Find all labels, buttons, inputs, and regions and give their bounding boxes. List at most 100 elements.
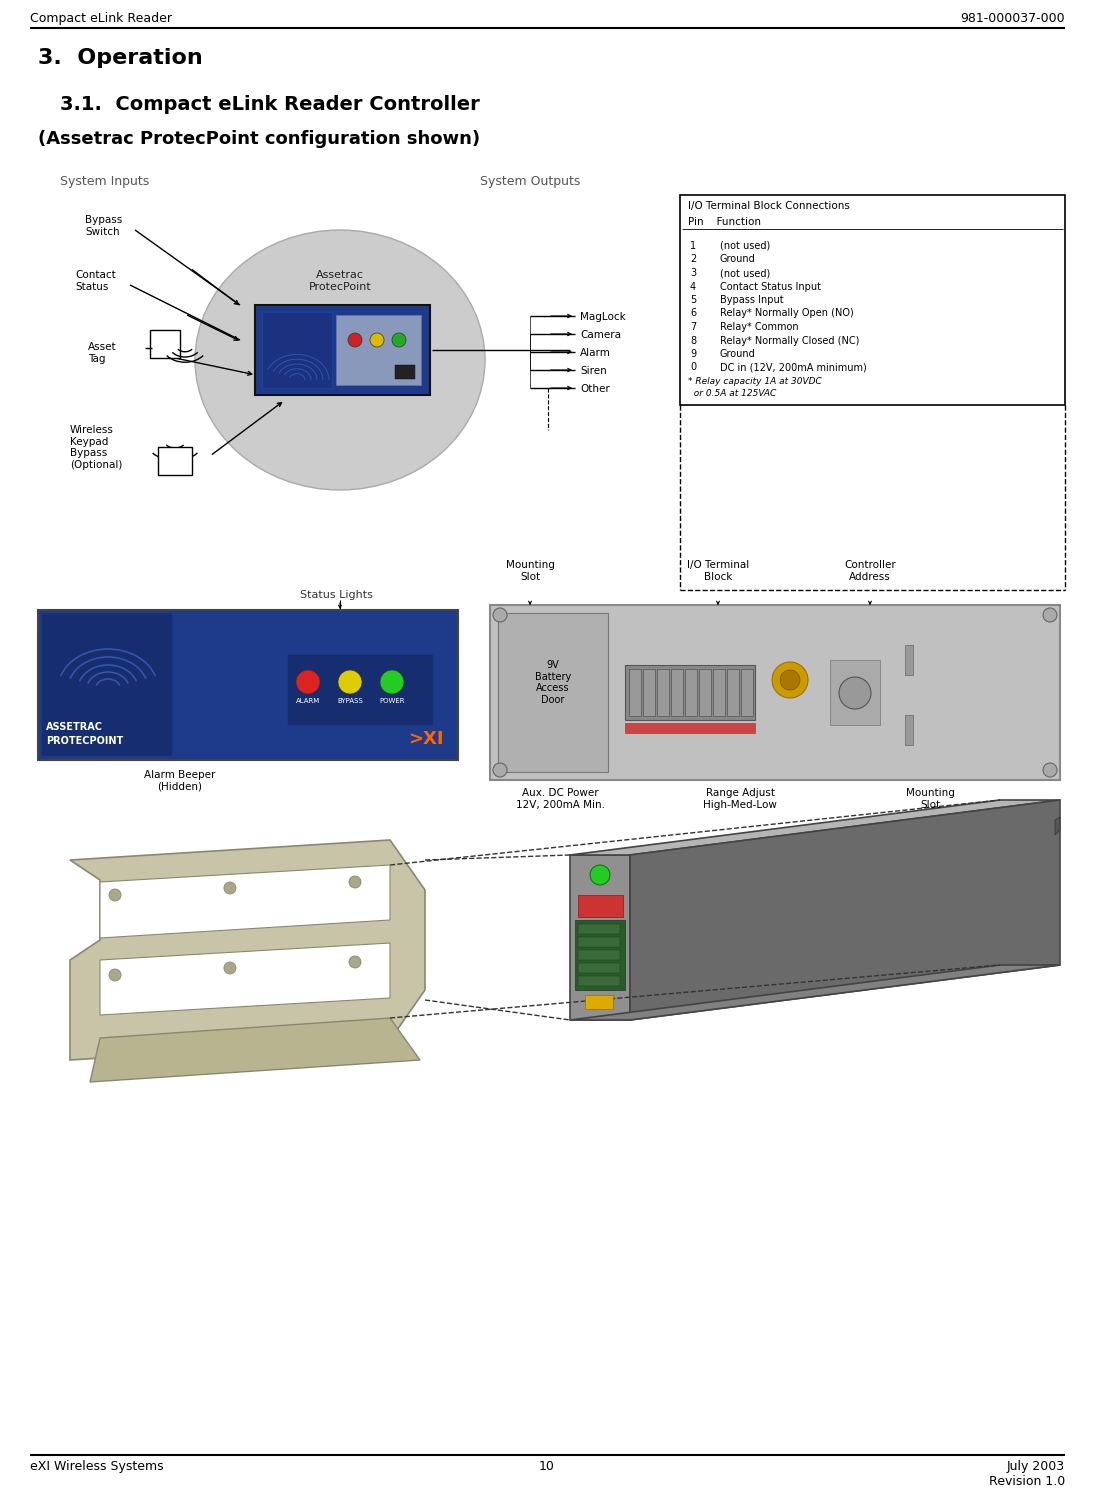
Text: 6: 6 [690,308,696,319]
Text: Relay* Normally Open (NO): Relay* Normally Open (NO) [721,308,854,319]
Text: Contact
Status: Contact Status [74,270,116,292]
Text: Status Lights: Status Lights [300,590,373,600]
Bar [830,660,880,726]
Circle shape [392,332,406,347]
Text: 2: 2 [690,255,696,265]
Bar [38,609,458,760]
Text: Controller
Address: Controller Address [844,560,896,583]
Text: 7: 7 [690,322,696,332]
Circle shape [839,676,871,709]
Bar [643,669,655,717]
Text: (not used): (not used) [721,241,770,250]
Text: Mounting
Slot: Mounting Slot [906,788,955,809]
Circle shape [296,670,320,694]
Polygon shape [100,866,390,939]
Text: 4: 4 [690,282,696,292]
Text: Ground: Ground [721,255,756,265]
Polygon shape [100,943,390,1015]
Bar [158,447,192,475]
Text: Wireless
Keypad
Bypass
(Optional): Wireless Keypad Bypass (Optional) [70,425,123,469]
Bar [42,614,172,755]
Text: ALARM: ALARM [296,697,320,703]
Text: 981-000037-000: 981-000037-000 [960,12,1065,25]
Bar [741,669,753,717]
Bar [625,665,754,720]
Text: Bypass Input: Bypass Input [721,295,784,305]
Bar [680,195,1065,405]
Circle shape [493,763,507,776]
Text: Siren: Siren [580,367,607,375]
Polygon shape [570,855,630,1021]
Text: Contact Status Input: Contact Status Input [721,282,821,292]
Circle shape [1044,608,1057,621]
Text: 3: 3 [690,268,696,279]
Text: July 2003: July 2003 [1007,1460,1065,1474]
Text: PROTECPOINT: PROTECPOINT [46,736,124,746]
Text: * Relay capacity 1A at 30VDC: * Relay capacity 1A at 30VDC [688,377,821,386]
Circle shape [590,866,610,885]
Text: Ground: Ground [721,349,756,359]
Text: System Outputs: System Outputs [480,174,580,188]
Text: I/O Terminal Block Connections: I/O Terminal Block Connections [688,201,850,212]
Text: MagLock: MagLock [580,311,625,322]
Text: 3.  Operation: 3. Operation [38,48,203,69]
Circle shape [224,882,237,894]
Text: Camera: Camera [580,329,621,340]
Circle shape [1044,763,1057,776]
Text: Aux. DC Power
12V, 200mA Min.: Aux. DC Power 12V, 200mA Min. [516,788,604,809]
Bar [575,919,625,989]
Text: BYPASS: BYPASS [337,697,362,703]
Bar [336,314,420,384]
Text: Relay* Normally Closed (NC): Relay* Normally Closed (NC) [721,335,860,346]
Text: (Assetrac ProtecPoint configuration shown): (Assetrac ProtecPoint configuration show… [38,130,480,148]
Text: Assetrac
ProtecPoint: Assetrac ProtecPoint [309,270,371,292]
Text: >XI: >XI [408,730,443,748]
Text: 8: 8 [690,335,696,346]
Bar [699,669,711,717]
Circle shape [224,963,237,974]
Bar [713,669,725,717]
Text: Pin    Function: Pin Function [688,218,761,226]
Bar [578,937,620,948]
Text: Asset
Tag: Asset Tag [88,343,117,364]
Circle shape [110,968,122,980]
Text: 9V
Battery
Access
Door: 9V Battery Access Door [534,660,572,705]
Text: Range Adjust
High-Med-Low: Range Adjust High-Med-Low [703,788,777,809]
Text: POWER: POWER [379,697,405,703]
Circle shape [110,890,122,901]
Text: (not used): (not used) [721,268,770,279]
Circle shape [780,670,800,690]
Bar [578,963,620,973]
Bar [904,715,913,745]
Text: DC in (12V, 200mA minimum): DC in (12V, 200mA minimum) [721,362,867,372]
Bar [255,305,430,395]
Bar [262,311,332,387]
Bar [657,669,669,717]
Bar [904,645,913,675]
Bar [150,329,180,358]
Circle shape [349,876,361,888]
Bar [498,612,608,772]
Circle shape [370,332,384,347]
Bar [395,365,415,378]
Bar [727,669,739,717]
Bar [578,951,620,960]
Text: or 0.5A at 125VAC: or 0.5A at 125VAC [688,389,776,398]
Circle shape [349,957,361,968]
Text: 9: 9 [690,349,696,359]
Circle shape [493,608,507,621]
Polygon shape [570,966,1060,1021]
Circle shape [348,332,362,347]
Text: Compact eLink Reader: Compact eLink Reader [30,12,172,25]
Bar [578,924,620,934]
Bar [625,723,754,733]
Polygon shape [90,1018,420,1082]
Text: Bypass
Switch: Bypass Switch [85,215,123,237]
Text: 0: 0 [690,362,696,372]
Circle shape [338,670,362,694]
Text: 1: 1 [690,241,696,250]
Text: Other: Other [580,384,610,393]
Bar [288,656,433,726]
Text: I/O Terminal
Block: I/O Terminal Block [687,560,749,583]
Bar [685,669,698,717]
